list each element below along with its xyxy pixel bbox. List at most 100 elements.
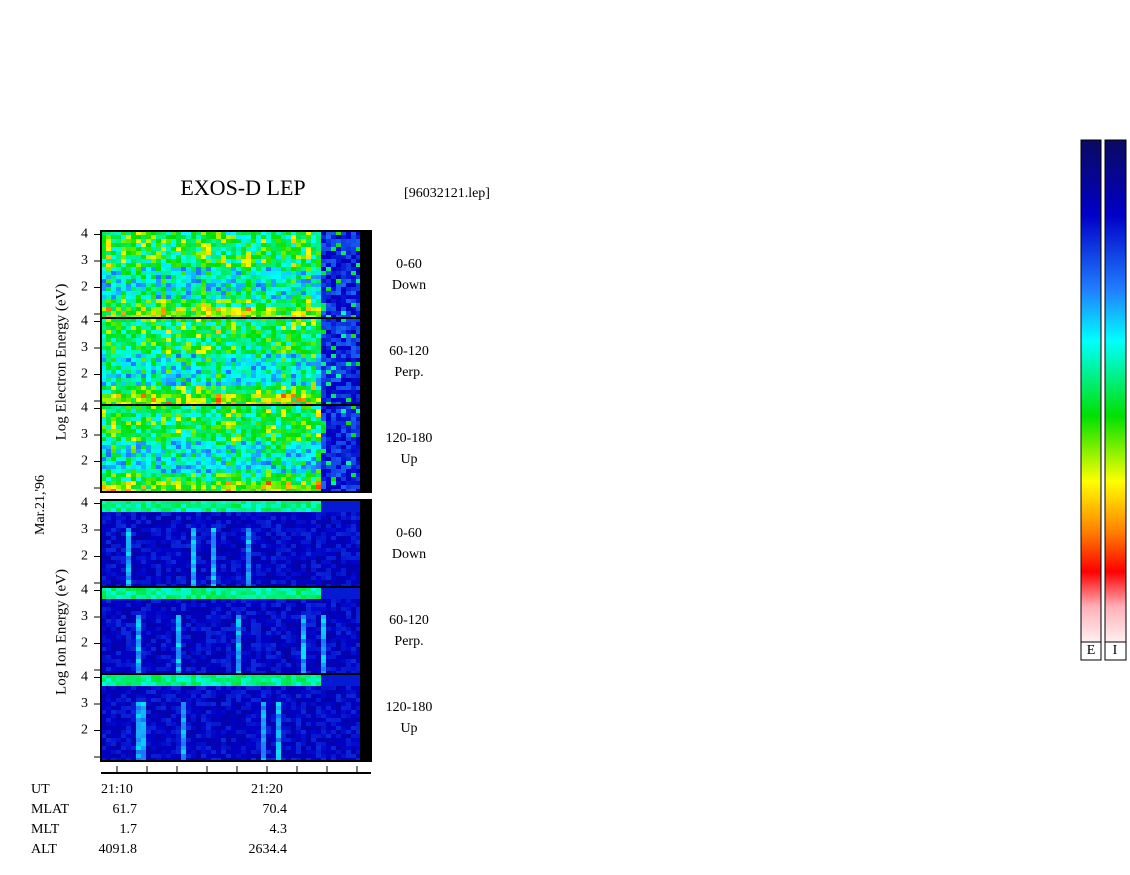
spectrogram-cell	[221, 552, 226, 556]
spectrogram-cell	[131, 603, 136, 607]
spectrogram-cell	[351, 532, 356, 536]
spectrogram-cell	[306, 247, 311, 251]
spectrogram-cell	[336, 255, 341, 259]
spectrogram-cell	[246, 311, 251, 315]
spectrogram-cell	[221, 358, 226, 362]
spectrogram-cell	[331, 243, 336, 247]
spectrogram-cell	[171, 457, 176, 461]
spectrogram-cell	[291, 453, 296, 457]
spectrogram-cell	[106, 485, 111, 489]
spectrogram-cell	[186, 489, 191, 492]
spectrogram-cell	[331, 485, 336, 489]
spectrogram-cell	[351, 350, 356, 354]
spectrogram-cell	[206, 386, 211, 390]
spectrogram-cell	[261, 417, 266, 421]
spectrogram-cell	[266, 536, 271, 540]
spectrogram-cell	[346, 504, 351, 508]
spectrogram-cell	[116, 409, 121, 413]
spectrogram-cell	[201, 465, 206, 469]
spectrogram-cell	[111, 378, 116, 382]
spectrogram-cell	[176, 318, 181, 322]
spectrogram-cell	[101, 251, 106, 255]
spectrogram-cell	[221, 318, 226, 322]
spectrogram-cell	[126, 528, 131, 532]
spectrogram-cell	[311, 469, 316, 473]
spectrogram-cell	[236, 247, 241, 251]
spectrogram-cell	[146, 402, 151, 405]
spectrogram-cell	[251, 409, 256, 413]
spectrogram-cell	[256, 465, 261, 469]
spectrogram-cell	[256, 591, 261, 595]
spectrogram-cell	[346, 271, 351, 275]
spectrogram-cell	[296, 243, 301, 247]
spectrogram-cell	[211, 358, 216, 362]
spectrogram-cell	[301, 342, 306, 346]
spectrogram-cell	[126, 433, 131, 437]
spectrogram-cell	[276, 504, 281, 508]
spectrogram-cell	[351, 358, 356, 362]
spectrogram-cell	[341, 603, 346, 607]
spectrogram-cell	[281, 584, 286, 587]
spectrogram-cell	[286, 564, 291, 568]
spectrogram-cell	[246, 259, 251, 263]
spectrogram-cell	[191, 346, 196, 350]
spectrogram-cell	[321, 263, 326, 267]
spectrogram-cell	[111, 326, 116, 330]
spectrogram-cell	[271, 243, 276, 247]
spectrogram-cell	[311, 243, 316, 247]
spectrogram-cell	[111, 322, 116, 326]
spectrogram-cell	[151, 603, 156, 607]
spectrogram-cell	[116, 358, 121, 362]
spectrogram-cell	[126, 560, 131, 564]
spectrogram-cell	[191, 441, 196, 445]
spectrogram-cell	[171, 413, 176, 417]
spectrogram-cell	[136, 548, 141, 552]
spectrogram-cell	[316, 504, 321, 508]
spectrogram-cell	[296, 255, 301, 259]
spectrogram-cell	[161, 611, 166, 615]
spectrogram-cell	[281, 607, 286, 611]
spectrogram-cell	[341, 564, 346, 568]
spectrogram-cell	[251, 235, 256, 239]
spectrogram-cell	[331, 512, 336, 516]
spectrogram-cell	[256, 532, 261, 536]
spectrogram-cell	[256, 239, 261, 243]
spectrogram-cell	[256, 437, 261, 441]
spectrogram-cell	[131, 413, 136, 417]
spectrogram-cell	[331, 354, 336, 358]
spectrogram-cell	[286, 445, 291, 449]
spectrogram-cell	[151, 378, 156, 382]
spectrogram-cell	[231, 402, 236, 405]
spectrogram-cell	[306, 267, 311, 271]
spectrogram-cell	[276, 425, 281, 429]
spectrogram-cell	[166, 536, 171, 540]
spectrogram-cell	[181, 512, 186, 516]
spectrogram-cell	[126, 520, 131, 524]
spectrogram-cell	[286, 350, 291, 354]
spectrogram-cell	[211, 279, 216, 283]
spectrogram-cell	[341, 405, 346, 409]
spectrogram-cell	[106, 275, 111, 279]
spectrogram-cell	[226, 417, 231, 421]
spectrogram-cell	[331, 425, 336, 429]
spectrogram-cell	[271, 544, 276, 548]
spectrogram-cell	[251, 548, 256, 552]
spectrogram-cell	[146, 524, 151, 528]
spectrogram-cell	[111, 540, 116, 544]
spectrogram-cell	[266, 291, 271, 295]
spectrogram-cell	[211, 568, 216, 572]
spectrogram-cell	[251, 532, 256, 536]
spectrogram-cell	[166, 307, 171, 311]
spectrogram-cell	[266, 362, 271, 366]
spectrogram-cell	[211, 425, 216, 429]
spectrogram-cell	[331, 386, 336, 390]
spectrogram-cell	[171, 437, 176, 441]
spectrogram-cell	[281, 611, 286, 615]
spectrogram-cell	[251, 417, 256, 421]
spectrogram-cell	[126, 417, 131, 421]
spectrogram-cell	[331, 433, 336, 437]
spectrogram-cell	[326, 342, 331, 346]
spectrogram-cell	[121, 603, 126, 607]
spectrogram-cell	[131, 532, 136, 536]
spectrogram-cell	[276, 453, 281, 457]
